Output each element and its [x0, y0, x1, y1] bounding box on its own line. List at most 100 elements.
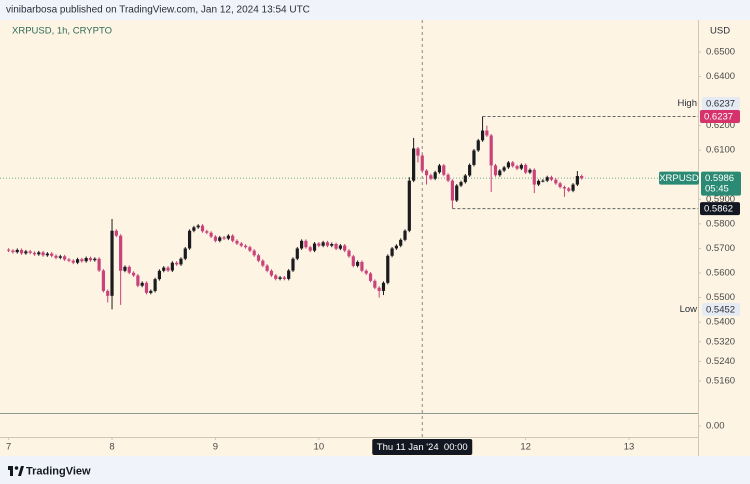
candle-body	[549, 177, 554, 180]
candle-body	[325, 242, 330, 246]
y-tick-label: 0.5400	[706, 317, 735, 328]
candle-body	[468, 164, 472, 176]
candle-body	[515, 166, 519, 169]
y-tick-label: 0.5320	[706, 336, 735, 347]
candle-body	[394, 245, 398, 249]
candle-body	[97, 258, 101, 271]
plot	[0, 20, 698, 437]
candle-body	[562, 187, 567, 189]
candle-body	[37, 252, 41, 255]
candle-body	[399, 239, 403, 246]
candle-body	[101, 270, 106, 291]
candle-body	[424, 170, 429, 176]
candle-body	[360, 261, 364, 271]
candle-body	[88, 258, 93, 261]
y-tick-label: 0.5160	[706, 376, 735, 387]
candle-body	[278, 277, 282, 279]
y-tick-label: 0.5800	[706, 218, 735, 229]
candle-body	[218, 237, 222, 241]
candle-body	[493, 165, 498, 176]
candle-body	[243, 245, 248, 248]
candle-body	[532, 169, 536, 185]
candle-body	[93, 258, 97, 261]
candle-body	[528, 169, 532, 173]
candle-body	[213, 236, 218, 241]
candle-body	[368, 273, 373, 281]
candle-body	[498, 170, 502, 176]
x-tick-label: 13	[624, 442, 635, 453]
y-tick-label: 0.5240	[706, 356, 735, 367]
candle-body	[429, 175, 433, 179]
candle-body	[506, 162, 511, 168]
candle-body	[265, 265, 269, 271]
y-tick-label: 0.5900	[706, 194, 735, 205]
candle-body	[84, 258, 88, 262]
candle-body	[356, 261, 360, 266]
price-marker-label: 0.6237	[706, 99, 735, 110]
candle-body	[222, 237, 226, 239]
candle-body	[80, 259, 84, 262]
candle-body	[123, 266, 127, 271]
candle-body	[50, 253, 54, 256]
y-tick-label: 0.6400	[706, 71, 735, 82]
candle-body	[248, 247, 252, 251]
candle-body	[489, 135, 493, 166]
candle-body	[377, 287, 381, 291]
candle-body	[416, 148, 420, 156]
candle-body	[131, 272, 136, 276]
x-tick-label: 12	[520, 442, 531, 453]
candle-body	[480, 130, 485, 141]
candle-body	[63, 256, 67, 260]
candle-body	[412, 148, 416, 181]
last-price-name-bg	[659, 171, 699, 185]
x-tick-label: 10	[314, 442, 325, 453]
candle-body	[519, 164, 523, 169]
candle-body	[437, 165, 442, 173]
candle-body	[304, 240, 308, 248]
candle-body	[71, 260, 75, 263]
currency-label: USD	[710, 26, 730, 37]
crosshair-label: Thu 11 Jan '24 00:00	[377, 442, 468, 453]
candle-body	[291, 258, 295, 271]
candle-body	[390, 248, 394, 256]
last-price-countdown: 05:45	[705, 184, 729, 195]
candle-body	[274, 275, 278, 279]
candle-body	[7, 249, 11, 251]
candle-body	[459, 182, 463, 186]
candle-body	[140, 282, 144, 286]
range-label-bg	[700, 202, 740, 216]
candle-body	[485, 130, 489, 136]
candle-body	[67, 259, 71, 261]
candle-body	[567, 188, 571, 191]
candle-body	[75, 259, 80, 263]
price-marker-bg	[702, 302, 740, 316]
y-tick-label: 0.6200	[706, 120, 735, 131]
candle-body	[32, 252, 37, 255]
candle-body	[545, 177, 549, 181]
y-tick-label: 0.5600	[706, 268, 735, 279]
candle-body	[524, 164, 528, 173]
candle-body	[106, 290, 110, 296]
candle-body	[403, 230, 407, 240]
candle-body	[162, 267, 166, 271]
candle-body	[157, 270, 162, 280]
candle-body	[541, 180, 545, 182]
candle-body	[575, 175, 579, 185]
candle-body	[28, 251, 32, 253]
candle-body	[308, 247, 312, 251]
candle-body	[580, 175, 584, 179]
logo-shape	[18, 466, 24, 476]
candle-body	[127, 266, 131, 273]
candle-body	[24, 251, 28, 254]
candle-body	[41, 252, 45, 256]
candle-body	[446, 174, 450, 181]
candle-body	[231, 235, 235, 241]
candle-body	[11, 250, 15, 253]
candle-body	[502, 167, 506, 171]
candle-body	[343, 245, 347, 251]
candle-body	[571, 184, 575, 191]
candle-body	[373, 280, 377, 288]
candle-body	[300, 240, 304, 249]
header-text: vinibarbosa published on TradingView.com…	[6, 5, 310, 16]
